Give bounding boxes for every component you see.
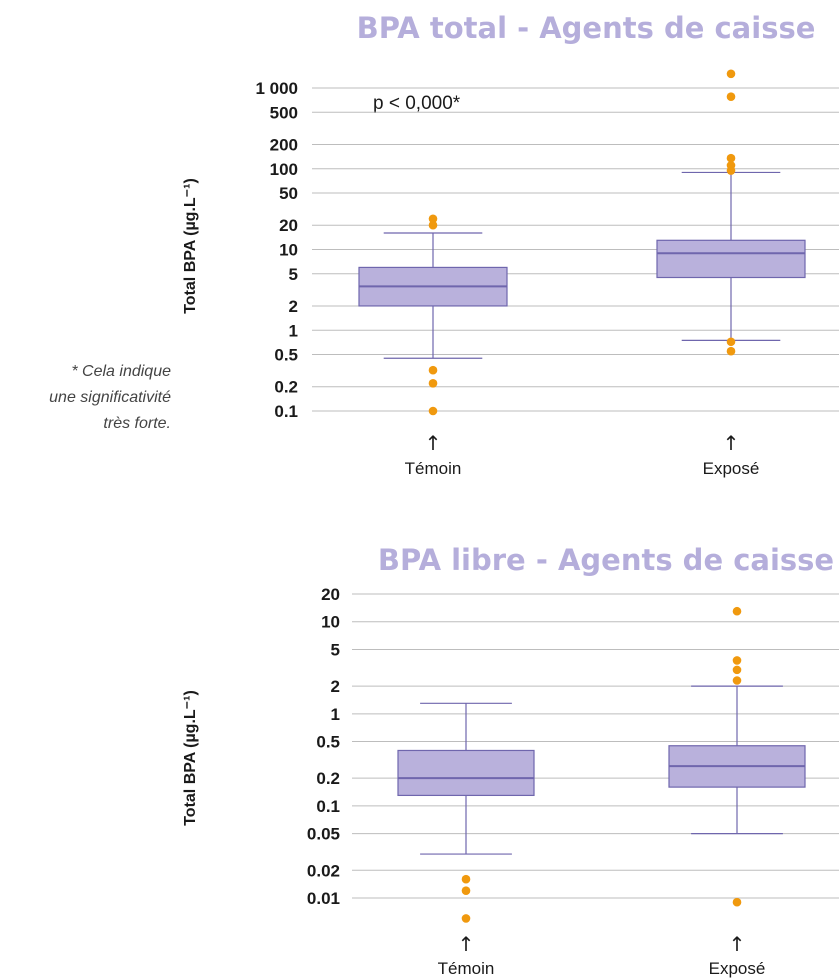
chart1-temoin-outlier-point xyxy=(428,379,438,388)
chart1-y-tick-label: 200 xyxy=(270,135,298,154)
chart2-temoin-outlier-point xyxy=(461,914,471,923)
chart2-temoin-arrow-icon: ↑ xyxy=(458,932,475,956)
chart1-y-tick-label: 1 xyxy=(289,321,298,340)
chart1-temoin-arrow-icon: ↑ xyxy=(425,431,442,455)
chart2-y-tick-label: 2 xyxy=(331,677,340,696)
chart1-p-value-annotation: p < 0,000* xyxy=(373,93,461,114)
chart1-expose-outlier-point xyxy=(726,337,736,347)
chart2-y-tick-label: 20 xyxy=(321,585,340,604)
chart1-y-tick-label: 2 xyxy=(289,297,298,316)
chart2-y-tick-label: 0.02 xyxy=(307,861,340,880)
chart2-title: BPA libre - Agents de caisse xyxy=(378,543,834,577)
chart1-y-tick-label: 0.2 xyxy=(274,378,298,397)
chart2-expose-outlier-point xyxy=(732,676,742,685)
chart1-expose-outlier-point xyxy=(726,92,736,102)
chart1-y-tick-label: 100 xyxy=(270,160,298,179)
chart1-expose-category-label: Exposé xyxy=(703,459,760,478)
chart1-plot-area: 0.1 0.2 0.5 1 2 5 10 20 50 100 200 500 1 000 ↑ Témoin ↑… xyxy=(255,69,839,478)
chart1-temoin-outlier-point xyxy=(428,220,438,230)
chart1-expose-outlier-point xyxy=(726,161,736,170)
chart2-temoin-outlier-point xyxy=(461,886,471,896)
chart1-expose-box xyxy=(656,239,806,279)
chart2-temoin-outlier-point xyxy=(461,874,471,884)
chart2-expose-outlier-point xyxy=(732,897,742,907)
chart1-y-tick-label: 0.5 xyxy=(274,346,298,365)
footnote-line-1: * Cela indique xyxy=(71,363,171,380)
chart1-y-tick-label: 50 xyxy=(279,184,298,203)
chart2-y-tick-label: 10 xyxy=(321,613,340,632)
chart2-temoin-category-label: Témoin xyxy=(438,959,495,978)
chart1-expose-outlier-point xyxy=(726,153,736,163)
chart1-y-axis-label: Total BPA (µg.L⁻¹) xyxy=(182,178,199,314)
chart2-expose-outlier-point xyxy=(732,606,742,616)
chart1-expose-arrow-icon: ↑ xyxy=(723,431,740,455)
chart1-expose-outlier-point xyxy=(726,69,736,79)
chart2-y-tick-label: 1 xyxy=(331,705,340,724)
chart2-temoin-box xyxy=(397,749,535,797)
chart1-temoin-outlier-point xyxy=(428,406,438,416)
chart1-expose-outlier-point xyxy=(726,346,736,356)
chart2-expose-arrow-icon: ↑ xyxy=(729,932,746,956)
chart2-y-tick-label: 0.2 xyxy=(316,769,340,788)
chart2-expose-outlier-point xyxy=(732,665,742,675)
chart1-y-tick-label: 10 xyxy=(279,241,298,260)
chart1-temoin-category-label: Témoin xyxy=(405,459,462,478)
chart2-y-tick-label: 0.05 xyxy=(307,825,340,844)
chart2-y-tick-label: 0.01 xyxy=(307,889,340,908)
chart1-y-tick-label: 1 000 xyxy=(255,79,298,98)
chart1-y-tick-label: 500 xyxy=(270,103,298,122)
chart2-y-tick-label: 0.5 xyxy=(316,733,340,752)
chart1-y-tick-label: 20 xyxy=(279,216,298,235)
chart2-plot-area: 0.01 0.02 0.05 0.1 0.2 0.5 1 2 5 10 20 ↑ Témoin ↑ Expo… xyxy=(307,585,839,978)
footnote-line-3: très forte. xyxy=(103,415,171,432)
chart1-y-tick-label: 5 xyxy=(289,265,298,284)
chart1-title: BPA total - Agents de caisse xyxy=(357,11,816,45)
chart2-y-tick-label: 0.1 xyxy=(316,797,340,816)
chart2-expose-outlier-point xyxy=(732,656,742,665)
footnote-line-2: une significativité xyxy=(49,389,171,406)
chart2-y-axis-label: Total BPA (µg.L⁻¹) xyxy=(182,690,199,826)
chart1-temoin-outlier-point xyxy=(428,214,438,224)
chart1-temoin-outlier-point xyxy=(428,365,438,375)
chart2-y-tick-label: 5 xyxy=(331,640,340,659)
chart2-expose-category-label: Exposé xyxy=(709,959,766,978)
chart1-y-tick-label: 0.1 xyxy=(274,402,298,421)
